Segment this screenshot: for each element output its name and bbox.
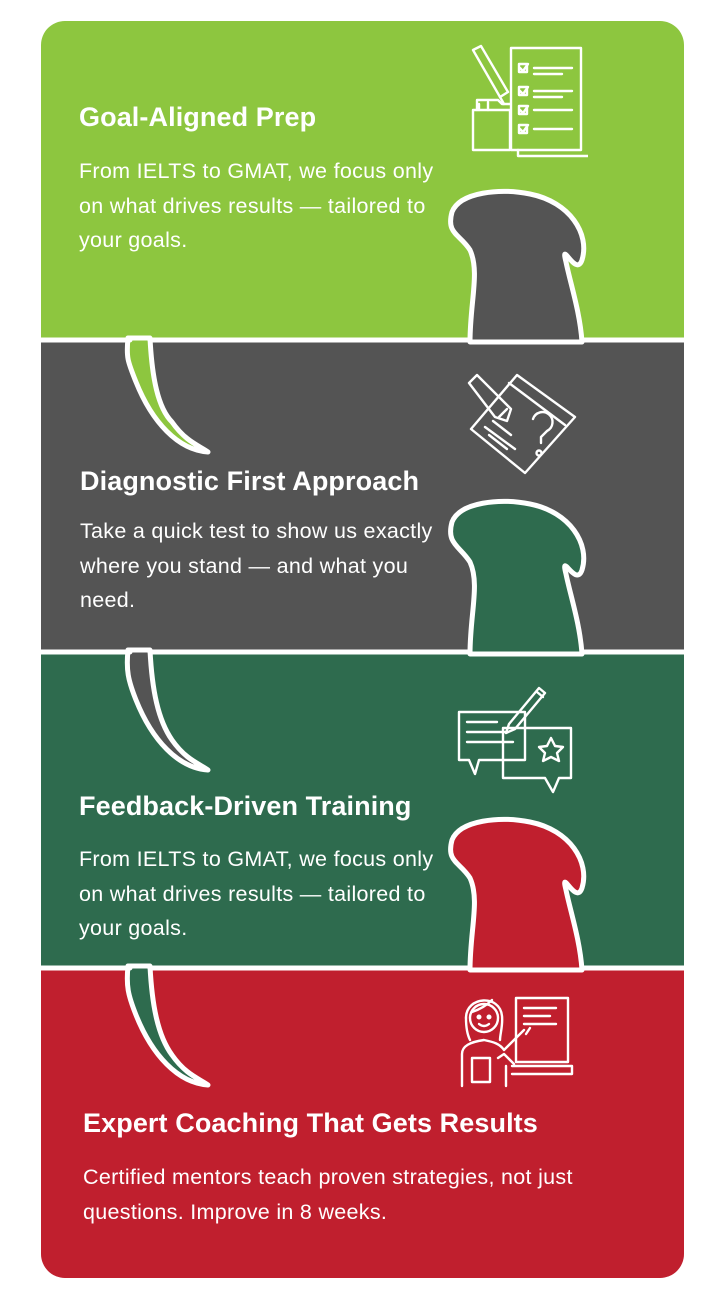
checklist-icon [471, 44, 588, 158]
panel-1-background [41, 21, 684, 340]
puzzle-knob-3 [448, 816, 587, 973]
panel-4-body: Certified mentors teach proven strategie… [83, 1165, 573, 1224]
puzzle-knob-1 [448, 188, 587, 345]
panel-3-body: From IELTS to GMAT, we focus only on wha… [79, 847, 434, 940]
panel-4-title: Expert Coaching That Gets Results [83, 1108, 538, 1138]
panel-1-body: From IELTS to GMAT, we focus only on wha… [79, 159, 434, 252]
panel-2-title: Diagnostic First Approach [80, 466, 420, 496]
puzzle-knob-2 [448, 498, 587, 657]
feedback-chat-icon [457, 686, 573, 794]
puzzle-tongue-1 [124, 335, 211, 455]
panel-3-title: Feedback-Driven Training [79, 791, 412, 821]
panel-1-title: Goal-Aligned Prep [79, 102, 317, 132]
puzzle-tongue-3 [124, 963, 211, 1088]
puzzle-tongue-2 [124, 647, 211, 773]
teacher-icon [460, 996, 574, 1088]
panel-2-body: Take a quick test to show us exactly whe… [80, 519, 433, 612]
question-document-icon [467, 373, 577, 475]
